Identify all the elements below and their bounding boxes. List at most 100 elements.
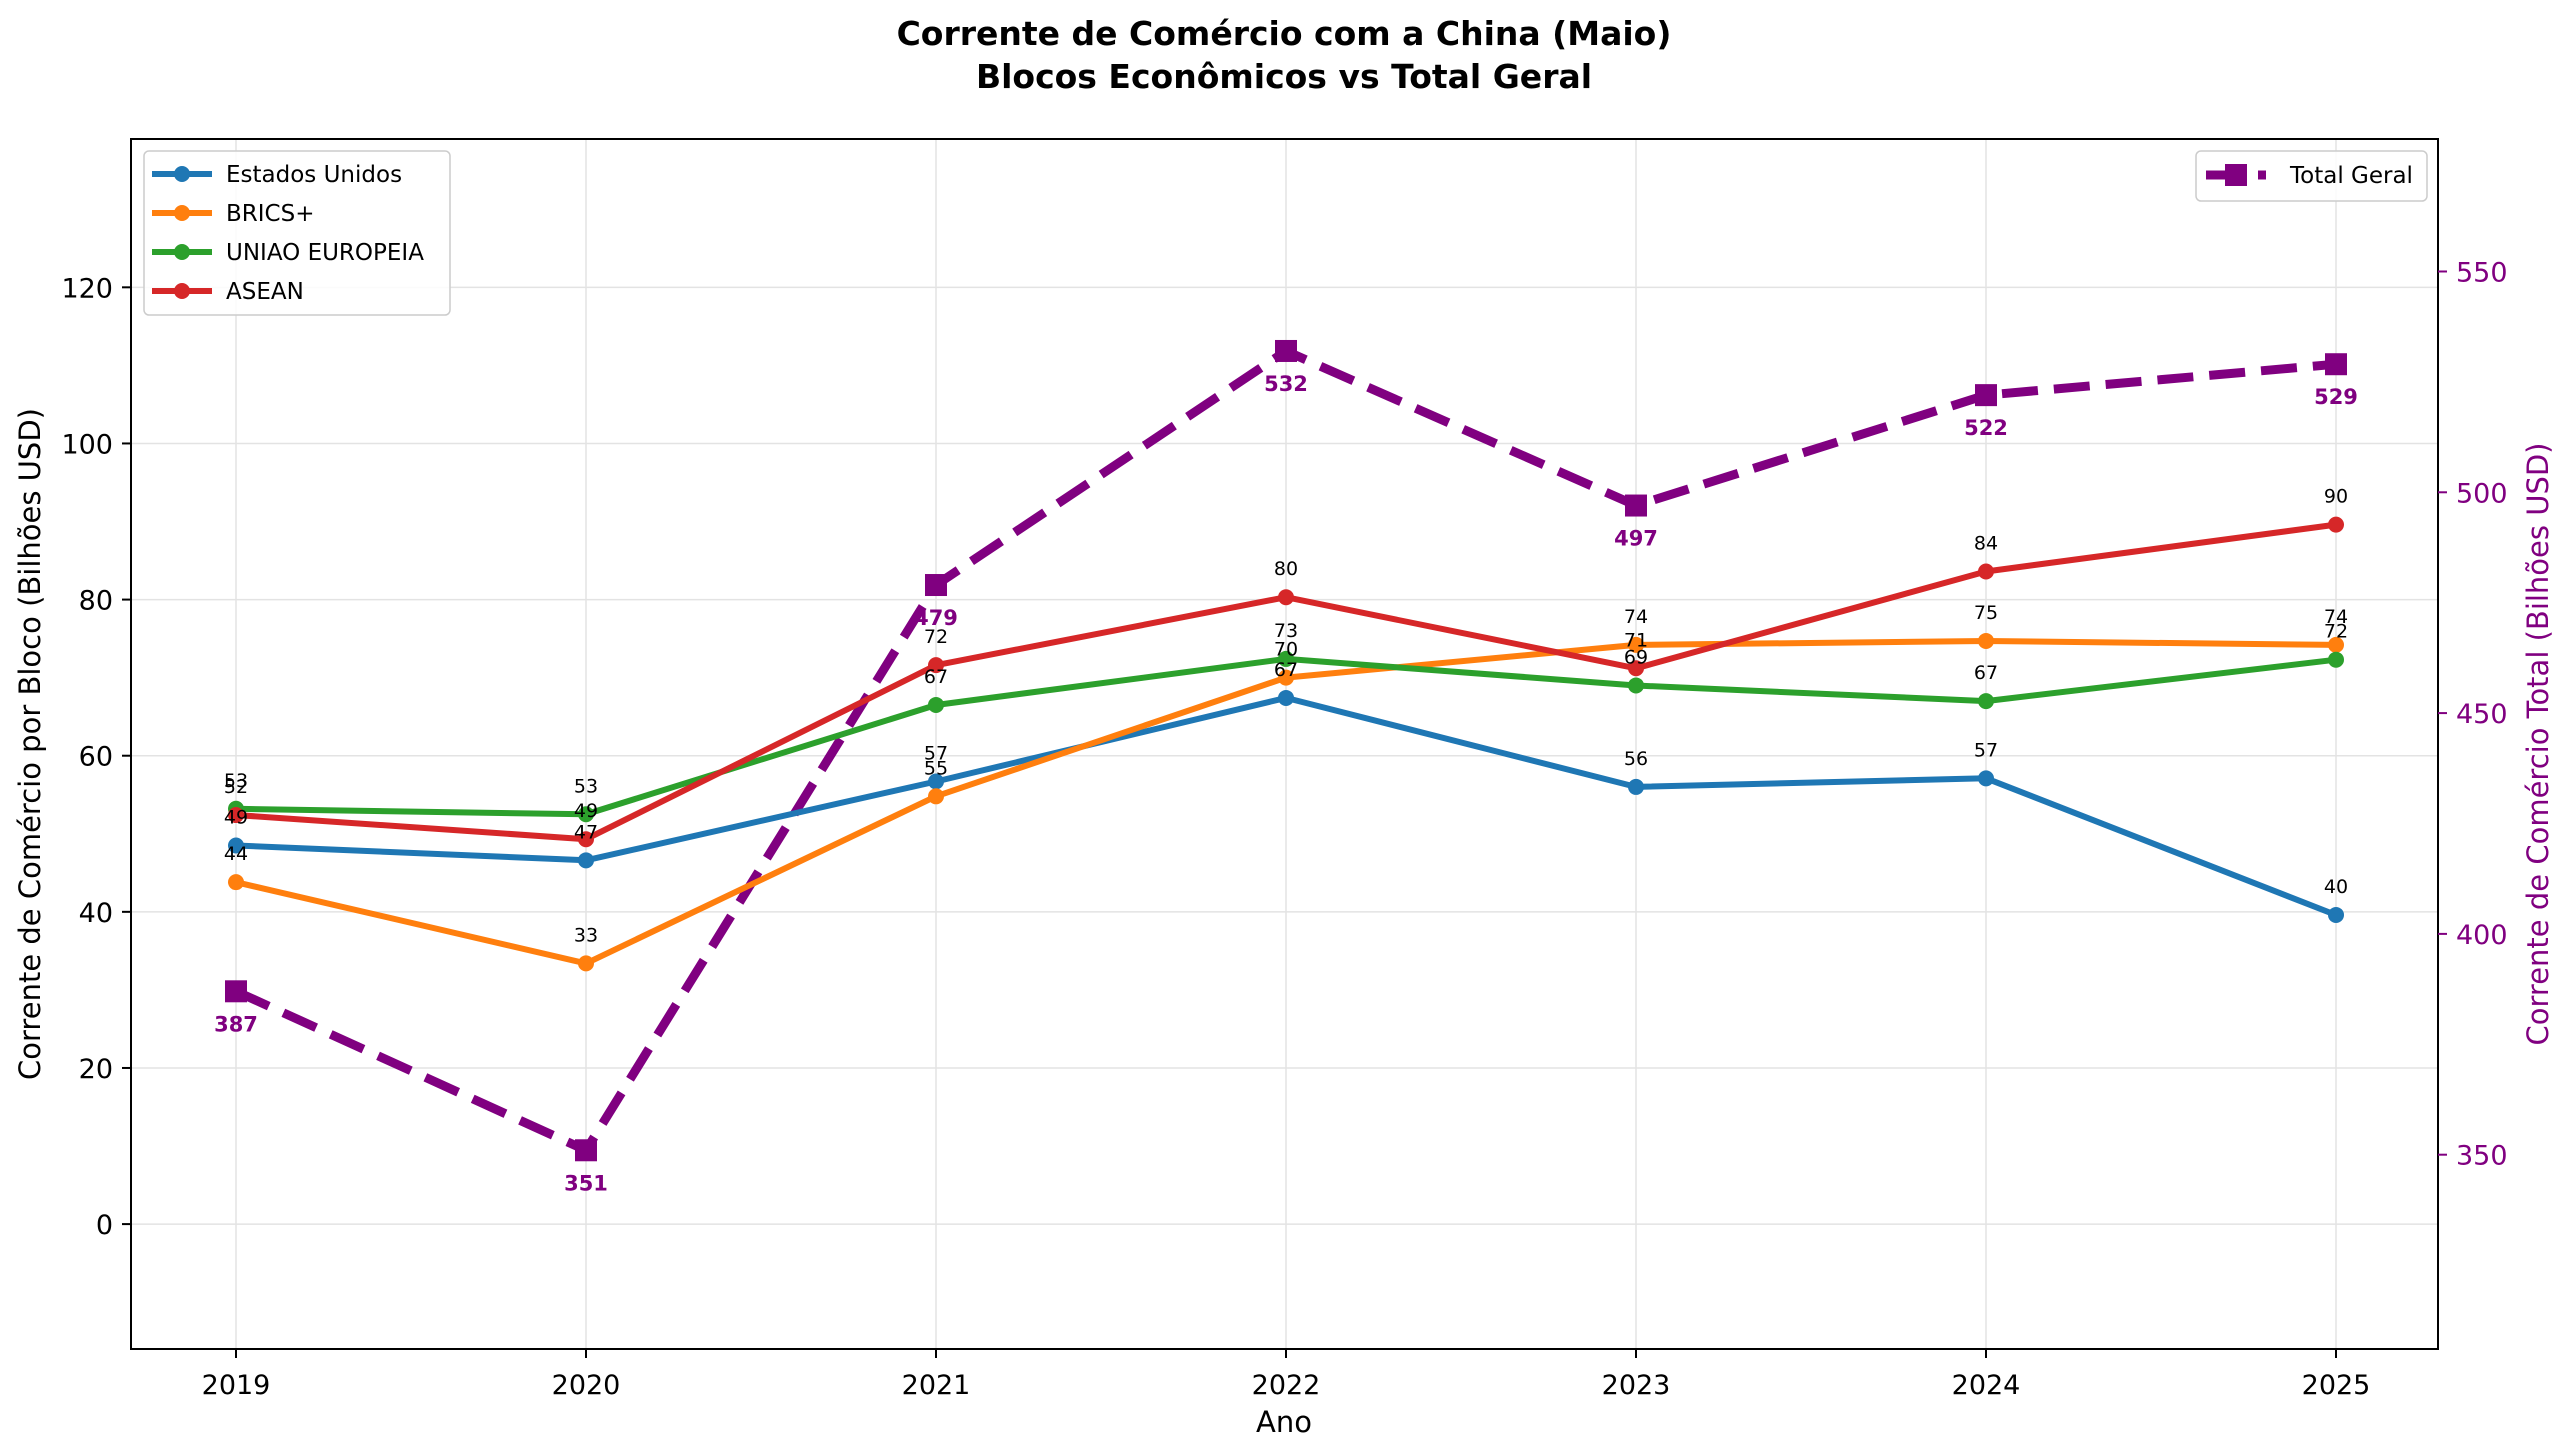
data-label: 70 xyxy=(1274,639,1298,661)
data-label: 67 xyxy=(924,666,948,688)
data-point xyxy=(1278,669,1294,686)
x-tick-label: 2024 xyxy=(1952,1370,2021,1401)
data-point xyxy=(1278,689,1294,706)
y-tick-label: 120 xyxy=(61,273,113,304)
data-label: 84 xyxy=(1974,532,1998,554)
data-label: 497 xyxy=(1614,527,1658,551)
chart-title: Corrente de Comércio com a China (Maio) xyxy=(897,14,1672,53)
y-right-tick-label: 400 xyxy=(2456,920,2508,951)
data-point xyxy=(928,788,944,805)
data-label: 69 xyxy=(1624,646,1648,668)
legend-entry: Total Geral xyxy=(2289,163,2413,189)
data-point xyxy=(1978,632,1994,649)
data-point xyxy=(928,657,944,674)
legend-box xyxy=(143,150,451,316)
data-point xyxy=(2325,353,2347,376)
data-point xyxy=(2328,516,2344,533)
data-label: 53 xyxy=(224,770,248,792)
data-label: 71 xyxy=(1624,629,1648,651)
legend-box xyxy=(2195,150,2428,202)
gridlines xyxy=(131,139,2438,1349)
y-axis-right-ticks: 350 400 450 500 550 xyxy=(2438,257,2508,1172)
data-point xyxy=(928,696,944,713)
data-label: 75 xyxy=(1974,602,1998,624)
y-right-tick-label: 350 xyxy=(2456,1141,2508,1172)
data-point xyxy=(1278,650,1294,667)
y-right-tick-label: 450 xyxy=(2456,699,2508,730)
data-point xyxy=(1278,589,1294,606)
data-label: 52 xyxy=(224,776,248,798)
x-tick-label: 2025 xyxy=(2302,1370,2371,1401)
y-tick-label: 100 xyxy=(61,429,113,460)
x-tick-label: 2023 xyxy=(1602,1370,1671,1401)
data-point xyxy=(1978,693,1994,710)
data-point xyxy=(228,837,244,854)
data-point xyxy=(228,874,244,891)
legend-marker xyxy=(2225,164,2247,186)
data-point xyxy=(2328,906,2344,923)
legend-entry: Estados Unidos xyxy=(226,162,402,188)
data-label: 67 xyxy=(1974,662,1998,684)
data-label: 387 xyxy=(214,1012,258,1036)
data-point xyxy=(925,574,947,597)
legend-marker xyxy=(174,166,190,182)
data-label: 49 xyxy=(224,806,248,828)
x-tick-label: 2019 xyxy=(202,1370,271,1401)
x-axis-ticks: 2019 2020 2021 2022 2023 2024 2025 xyxy=(202,1349,2371,1401)
legend-right: Total Geral xyxy=(2195,150,2428,202)
data-point xyxy=(578,955,594,972)
data-label: 72 xyxy=(924,626,948,648)
data-point xyxy=(578,852,594,869)
data-label: 72 xyxy=(2324,621,2348,643)
data-label: 529 xyxy=(2314,385,2358,409)
data-label: 49 xyxy=(574,800,598,822)
data-point xyxy=(578,831,594,848)
data-label: 67 xyxy=(1274,659,1298,681)
data-point xyxy=(2328,636,2344,653)
data-label: 351 xyxy=(564,1171,608,1195)
data-point xyxy=(578,806,594,823)
data-label: 73 xyxy=(1274,620,1298,642)
chart-subtitle: Blocos Econômicos vs Total Geral xyxy=(976,57,1592,96)
y-tick-label: 20 xyxy=(79,1054,113,1085)
y-tick-label: 80 xyxy=(79,586,113,617)
x-tick-label: 2022 xyxy=(1252,1370,1321,1401)
legend-entry: UNIAO EUROPEIA xyxy=(226,240,424,266)
data-point xyxy=(1978,770,1994,787)
y-tick-label: 0 xyxy=(96,1210,113,1241)
y-axis-label: Corrente de Comércio por Bloco (Bilhões … xyxy=(13,408,47,1080)
data-label: 90 xyxy=(2324,486,2348,508)
y-axis-right-label: Corrente de Comércio Total (Bilhões USD) xyxy=(2521,443,2555,1046)
y-axis-ticks: 0 20 40 60 80 100 120 xyxy=(61,273,131,1241)
data-point xyxy=(1628,636,1644,653)
data-label: 522 xyxy=(1964,416,2008,440)
data-point xyxy=(1625,494,1647,517)
data-point xyxy=(225,980,247,1003)
data-label: 47 xyxy=(574,821,598,843)
data-point xyxy=(575,1139,597,1162)
data-point xyxy=(228,807,244,824)
data-point xyxy=(928,773,944,790)
data-label: 33 xyxy=(574,924,598,946)
data-point xyxy=(1275,339,1297,362)
legend-marker xyxy=(174,244,190,260)
data-point xyxy=(1628,677,1644,694)
legend-entry: BRICS+ xyxy=(226,201,314,227)
x-tick-label: 2020 xyxy=(552,1370,621,1401)
legend-marker xyxy=(174,205,190,221)
data-point xyxy=(1978,563,1994,580)
data-label: 40 xyxy=(2324,876,2348,898)
data-label: 80 xyxy=(1274,558,1298,580)
data-label: 57 xyxy=(1974,739,1998,761)
y-right-tick-label: 500 xyxy=(2456,478,2508,509)
x-axis-label: Ano xyxy=(1256,1405,1312,1439)
series-uniao-europeia xyxy=(228,650,2344,823)
data-point xyxy=(2328,651,2344,668)
plot-frame xyxy=(130,138,2439,1350)
data-point xyxy=(1975,384,1997,407)
legend-entry: ASEAN xyxy=(226,279,304,305)
data-label: 44 xyxy=(224,843,248,865)
data-label: 55 xyxy=(924,757,948,779)
